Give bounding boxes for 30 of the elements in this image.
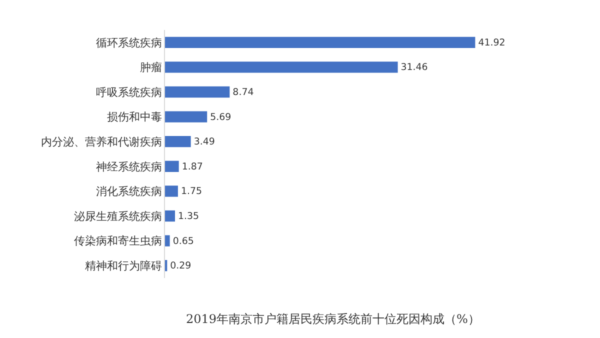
data-label: 41.92 <box>478 37 506 48</box>
y-tick-label: 损伤和中毒 <box>106 110 162 124</box>
data-label: 1.75 <box>180 186 202 198</box>
bar <box>165 86 230 98</box>
data-label: 1.87 <box>182 161 203 172</box>
bar <box>165 235 170 246</box>
data-label: 3.49 <box>194 136 215 148</box>
data-label: 0.29 <box>170 260 192 272</box>
y-tick-label: 循环系统疾病 <box>96 36 162 50</box>
text: 2019年南京市户籍居民疾病系统前十位死因构成（%） <box>186 312 480 326</box>
data-label: 8.74 <box>232 87 254 98</box>
y-tick-label: 消化系统疾病 <box>96 185 162 198</box>
y-tick-label: 肿瘤 <box>140 61 162 74</box>
y-tick-label: 呼吸系统疾病 <box>96 86 162 99</box>
bar <box>165 36 476 48</box>
y-tick-label: 泌尿生殖系统疾病 <box>74 210 162 223</box>
bar <box>165 62 398 73</box>
data-label: 31.46 <box>400 62 428 74</box>
y-tick-label: 内分泌、营养和代谢疾病 <box>40 135 162 148</box>
bar <box>165 111 208 122</box>
bar <box>165 186 178 197</box>
bar <box>165 160 179 172</box>
y-tick-label: 传染病和寄生虫病 <box>74 234 162 248</box>
bar <box>165 210 175 222</box>
y-tick-label: 精神和行为障碍 <box>84 259 162 272</box>
data-label: 5.69 <box>210 112 232 123</box>
data-label: 1.35 <box>178 211 200 222</box>
bar <box>165 136 191 148</box>
y-tick-label: 神经系统疾病 <box>96 160 162 174</box>
data-label: 0.65 <box>172 236 194 247</box>
